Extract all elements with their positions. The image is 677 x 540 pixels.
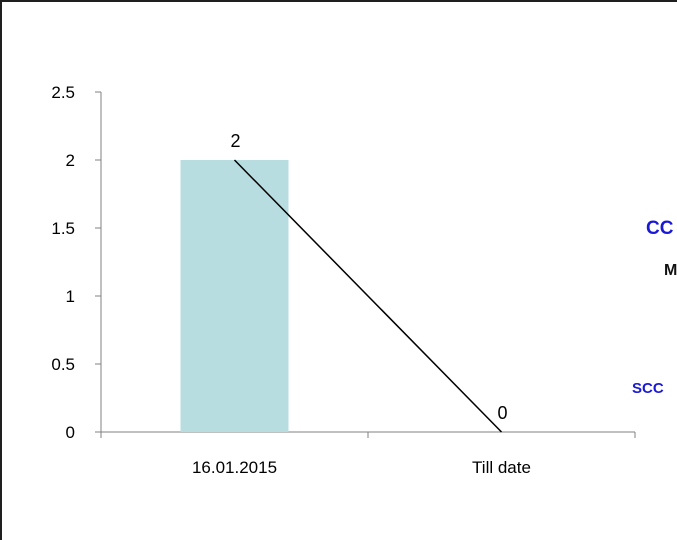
data-label: 0 (497, 403, 507, 423)
y-tick-label: 0 (66, 423, 75, 442)
data-label: 2 (230, 131, 240, 151)
y-tick-label: 2 (66, 151, 75, 170)
data-labels: 20 (230, 131, 507, 423)
series-line (233, 159, 503, 433)
y-axis: 0 0.5 1 1.5 2 2.5 (51, 83, 102, 442)
clipped-heading: CC (646, 218, 674, 239)
y-tick-label: 2.5 (51, 83, 75, 102)
clipped-score-label: SCC (632, 380, 664, 397)
x-tick-label: 16.01.2015 (192, 458, 277, 477)
x-tick-label: Till date (472, 458, 531, 477)
x-axis: 16.01.2015 Till date (100, 431, 636, 477)
bar (180, 160, 289, 432)
y-tick-label: 0.5 (51, 355, 75, 374)
clipped-subheading: M (664, 262, 677, 279)
y-tick-label: 1 (66, 287, 75, 306)
bars (180, 160, 289, 432)
y-tick-label: 1.5 (51, 219, 75, 238)
line-series (233, 159, 503, 433)
